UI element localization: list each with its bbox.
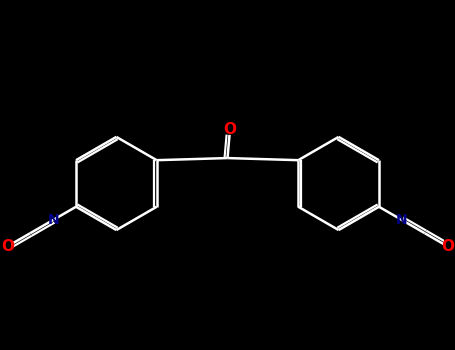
Text: N: N	[396, 213, 408, 227]
Text: O: O	[1, 239, 14, 254]
Text: O: O	[441, 239, 454, 254]
Text: N: N	[47, 213, 59, 227]
Text: O: O	[223, 122, 236, 137]
